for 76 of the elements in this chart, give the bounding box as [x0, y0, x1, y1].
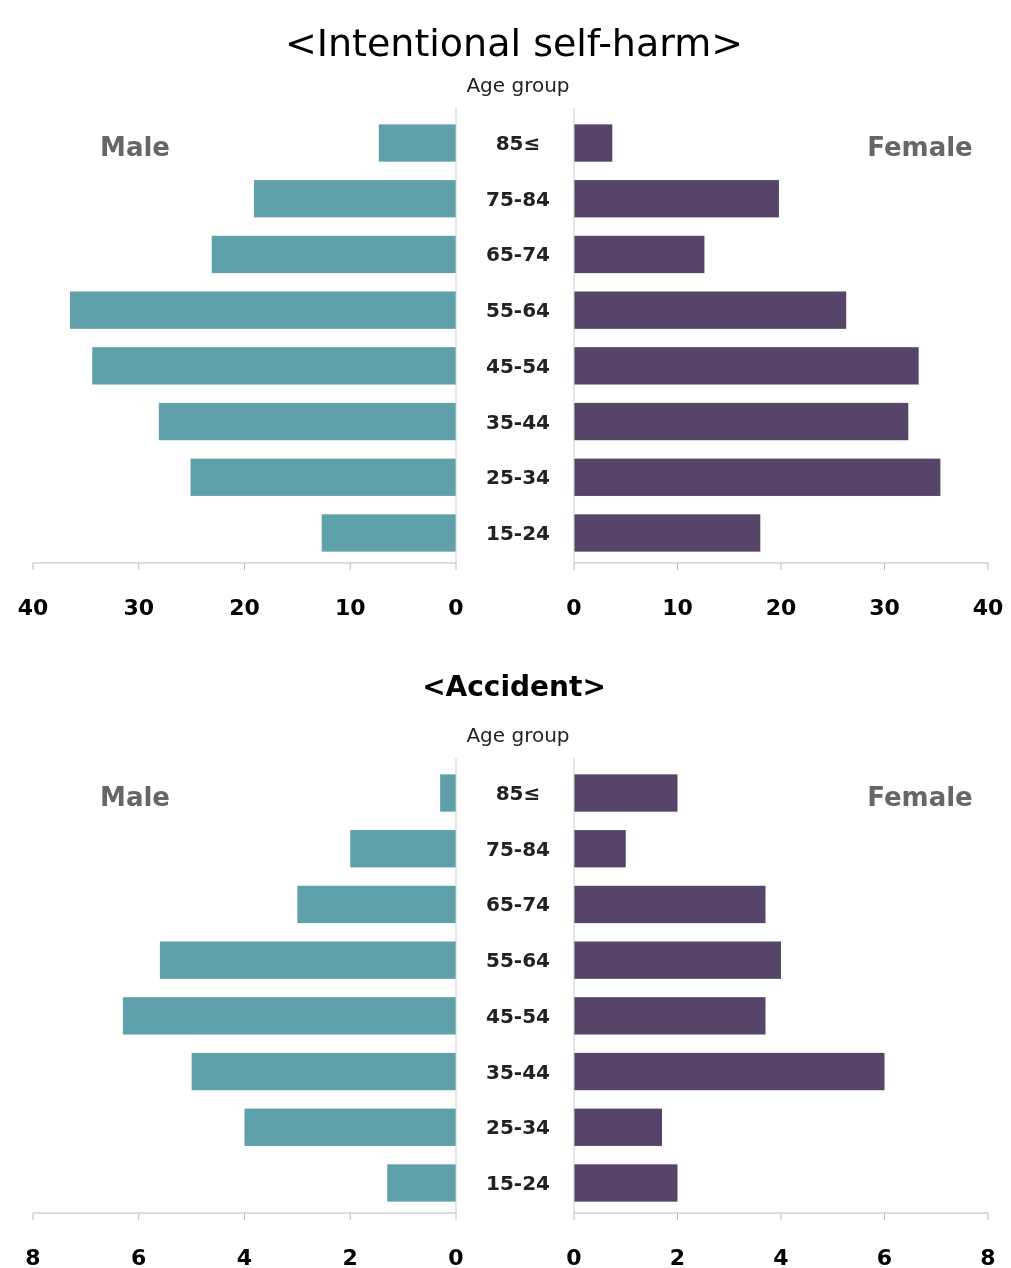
x-tick-label: 10 — [662, 595, 693, 620]
text: Male — [100, 132, 170, 162]
y-tick-label: 65-74 — [486, 892, 550, 917]
x-tick-label: 0 — [566, 595, 582, 620]
bar — [574, 774, 678, 812]
y-tick-label: 65-74 — [486, 242, 550, 267]
x-tick-label: 4 — [773, 1245, 789, 1268]
bar — [70, 291, 456, 329]
bar — [190, 458, 456, 496]
bar — [574, 830, 626, 868]
bar — [158, 402, 456, 441]
y-tick-label: 15-24 — [486, 1170, 550, 1195]
x-tick-label: 40 — [972, 595, 1004, 620]
bar — [122, 997, 456, 1035]
y-tick-label: 75-84 — [486, 836, 550, 861]
x-tick-label: 0 — [566, 1245, 582, 1268]
x-tick-label: 8 — [980, 1245, 996, 1268]
bar — [378, 124, 456, 162]
chart-title: <Accident> — [422, 670, 606, 703]
bar — [574, 402, 909, 441]
x-tick-label: 2 — [669, 1245, 686, 1268]
bar — [574, 458, 941, 496]
bar — [574, 291, 847, 329]
bar — [440, 774, 456, 812]
bar — [254, 180, 456, 218]
bar — [574, 124, 613, 162]
bar — [574, 1052, 885, 1091]
bar — [574, 1108, 662, 1146]
bar — [574, 347, 919, 385]
x-tick-label: 20 — [229, 595, 260, 620]
x-tick-label: 2 — [342, 1245, 358, 1268]
y-tick-label: 15-24 — [486, 520, 550, 545]
bar — [574, 180, 779, 218]
bar — [321, 514, 456, 552]
y-tick-label: 25-34 — [486, 1115, 550, 1140]
bar — [211, 235, 456, 274]
x-tick-label: 0 — [448, 1245, 464, 1268]
bar — [244, 1108, 456, 1146]
x-tick-label: 40 — [17, 595, 49, 620]
y-tick-label: 55-64 — [486, 298, 550, 323]
bar — [350, 830, 456, 868]
y-tick-label: 85≤ — [495, 131, 541, 156]
bar — [92, 347, 456, 385]
text: Male — [100, 782, 170, 812]
y-axis-title: Age group — [466, 73, 570, 97]
y-axis-title: Age group — [466, 723, 570, 747]
text: Female — [867, 132, 973, 162]
chart-title: <Intentional self-harm> — [284, 21, 744, 65]
y-tick-label: 85≤ — [495, 781, 541, 806]
y-tick-label: 45-54 — [486, 353, 550, 378]
bar — [574, 997, 766, 1035]
x-tick-label: 30 — [869, 595, 900, 620]
bar — [574, 941, 781, 979]
bar — [191, 1052, 456, 1091]
bar — [574, 1164, 678, 1202]
x-tick-label: 6 — [131, 1245, 147, 1268]
x-tick-label: 20 — [765, 595, 797, 620]
x-tick-label: 10 — [334, 595, 366, 620]
bar — [159, 941, 456, 979]
x-tick-label: 0 — [448, 595, 464, 620]
y-tick-label: 35-44 — [486, 1059, 550, 1084]
bar — [574, 885, 766, 924]
bar — [574, 235, 705, 274]
x-tick-label: 6 — [876, 1245, 893, 1268]
y-tick-label: 55-64 — [486, 948, 550, 973]
y-tick-label: 45-54 — [486, 1003, 550, 1028]
bar — [387, 1164, 456, 1202]
y-tick-label: 75-84 — [486, 186, 550, 211]
y-tick-label: 35-44 — [486, 409, 550, 434]
x-tick-label: 30 — [123, 595, 155, 620]
y-tick-label: 25-34 — [486, 465, 550, 490]
bar — [574, 514, 761, 552]
x-tick-label: 4 — [236, 1245, 253, 1268]
x-tick-label: 8 — [25, 1245, 41, 1268]
bar — [297, 885, 456, 924]
text: Female — [867, 782, 973, 812]
